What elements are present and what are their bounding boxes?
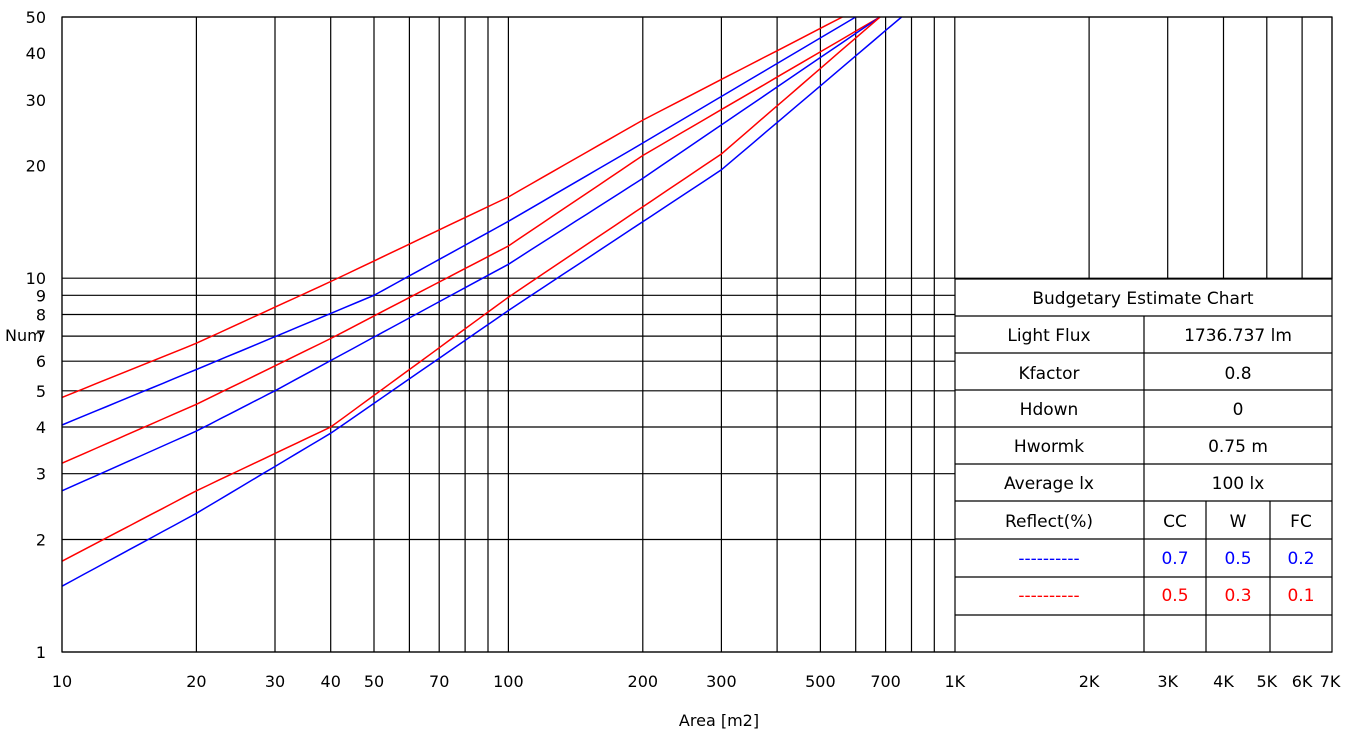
x-tick-label: 5K: [1256, 672, 1277, 691]
grid: [61, 16, 1333, 653]
x-tick-label: 10: [52, 672, 72, 691]
x-tick-label: 3K: [1157, 672, 1178, 691]
curves: [61, 16, 903, 587]
y-tick-label: 50: [26, 8, 46, 27]
table-lines: [954, 278, 1332, 652]
x-tick-label: 100: [493, 672, 524, 691]
row-label-kfactor: Kfactor: [1019, 364, 1080, 384]
reflect-header-fc: FC: [1290, 512, 1312, 532]
series-line-2: [61, 16, 857, 426]
x-axis-label: Area [m2]: [679, 711, 759, 730]
row-value-hdown: 0: [1233, 400, 1244, 420]
y-tick-label: 3: [36, 465, 46, 484]
y-tick-label: 10: [26, 269, 46, 288]
y-tick-label: 8: [36, 306, 46, 325]
table-title: Budgetary Estimate Chart: [1032, 289, 1254, 309]
series-line-3: [61, 16, 881, 464]
legend-blue-fc: 0.2: [1287, 549, 1314, 569]
y-tick-label: 9: [36, 286, 46, 305]
x-tick-label: 200: [628, 672, 659, 691]
series-line-6: [61, 16, 903, 587]
y-tick-label: 5: [36, 382, 46, 401]
x-tick-label: 500: [805, 672, 836, 691]
row-value-average-lx: 100 lx: [1212, 474, 1265, 494]
y-tick-label: 30: [26, 91, 46, 110]
y-tick-label: 6: [36, 352, 46, 371]
series-line-1: [61, 16, 843, 399]
row-label-hdown: Hdown: [1020, 400, 1079, 420]
reflect-header-w: W: [1230, 512, 1247, 532]
x-tick-label: 30: [265, 672, 285, 691]
x-tick-label: 2K: [1079, 672, 1100, 691]
legend-red-cc: 0.5: [1161, 586, 1188, 606]
x-tick-label: 4K: [1213, 672, 1234, 691]
y-tick-label: 2: [36, 531, 46, 550]
row-label-hwormk: Hwormk: [1014, 437, 1084, 457]
plot-frame: [61, 16, 1333, 653]
legend-red-dash: ----------: [1018, 586, 1079, 606]
series-line-4: [61, 16, 881, 492]
row-label-light-flux: Light Flux: [1007, 326, 1090, 346]
row-label-average-lx: Average lx: [1004, 474, 1094, 494]
legend-red-w: 0.3: [1224, 586, 1251, 606]
legend-red-fc: 0.1: [1287, 586, 1314, 606]
y-tick-label: 7: [36, 327, 46, 346]
x-tick-label: 70: [429, 672, 449, 691]
legend-blue-dash: ----------: [1018, 549, 1079, 569]
x-tick-label: 50: [364, 672, 384, 691]
row-value-kfactor: 0.8: [1224, 364, 1251, 384]
y-tick-label: 4: [36, 418, 46, 437]
series-line-5: [61, 16, 881, 562]
y-tick-label: 40: [26, 44, 46, 63]
x-tick-label: 700: [870, 672, 901, 691]
y-tick-label: 1: [36, 643, 46, 662]
legend-blue-cc: 0.7: [1161, 549, 1188, 569]
reflect-header-cc: CC: [1163, 512, 1187, 532]
row-value-hwormk: 0.75 m: [1208, 437, 1268, 457]
row-value-light-flux: 1736.737 lm: [1184, 326, 1292, 346]
y-axis-label: Num: [5, 326, 43, 345]
x-tick-label: 6K: [1292, 672, 1313, 691]
x-tick-label: 1K: [944, 672, 965, 691]
reflect-label: Reflect(%): [1005, 512, 1093, 532]
budget-table: Budgetary Estimate Chart Light Flux 1736…: [1004, 289, 1315, 606]
legend-blue-w: 0.5: [1224, 549, 1251, 569]
y-tick-label: 20: [26, 157, 46, 176]
x-tick-label: 20: [186, 672, 206, 691]
x-tick-labels: 10 20 30 40 50 70 100 200 300 500 700 1K 2K 3K 4K 5K 6K 7…: [52, 672, 1341, 691]
x-tick-label: 7K: [1320, 672, 1341, 691]
x-tick-label: 40: [321, 672, 341, 691]
x-tick-label: 300: [706, 672, 737, 691]
